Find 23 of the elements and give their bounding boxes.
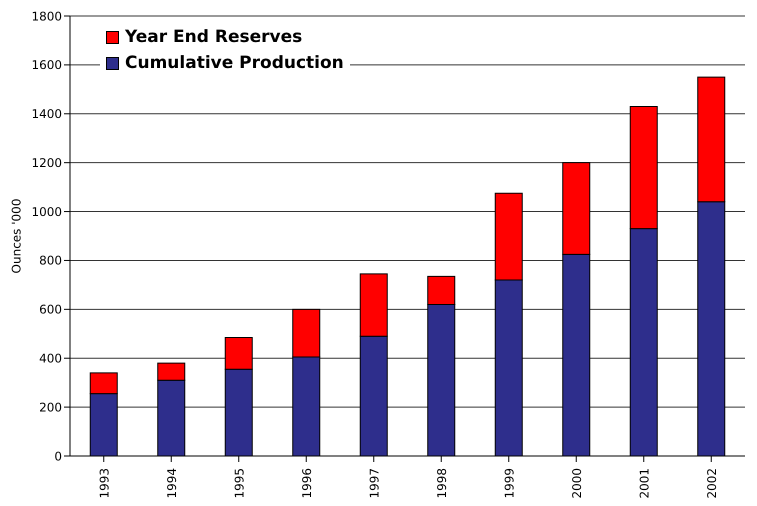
y-tick-label: 1800 — [31, 9, 62, 24]
y-tick-label: 0 — [54, 449, 62, 464]
y-tick-label: 1200 — [31, 156, 62, 170]
x-tick-label: 1997 — [367, 468, 382, 499]
x-tick-label: 1998 — [434, 468, 449, 499]
x-tick-label: 2000 — [570, 468, 584, 499]
x-tick-label: 1993 — [97, 468, 112, 499]
x-tick-label: 2002 — [704, 468, 719, 499]
legend-label: Year End Reserves — [125, 26, 302, 49]
legend-label: Cumulative Production — [125, 52, 344, 75]
x-tick-label: 1995 — [232, 468, 246, 499]
x-tick-label: 1996 — [300, 468, 314, 499]
x-tick-label: 1994 — [164, 468, 179, 499]
y-tick-label: 1400 — [31, 107, 62, 122]
y-tick-label: 1000 — [31, 204, 62, 219]
y-tick-label: 1600 — [31, 58, 62, 72]
y-tick-label: 800 — [39, 254, 62, 268]
y-tick-label: 400 — [39, 351, 62, 366]
y-axis-title: Ounces '000 — [9, 198, 24, 274]
y-tick-label: 600 — [39, 302, 62, 317]
x-tick-label: 2001 — [637, 468, 652, 499]
x-tick-label: 1999 — [502, 468, 516, 499]
y-tick-label: 200 — [39, 400, 62, 414]
